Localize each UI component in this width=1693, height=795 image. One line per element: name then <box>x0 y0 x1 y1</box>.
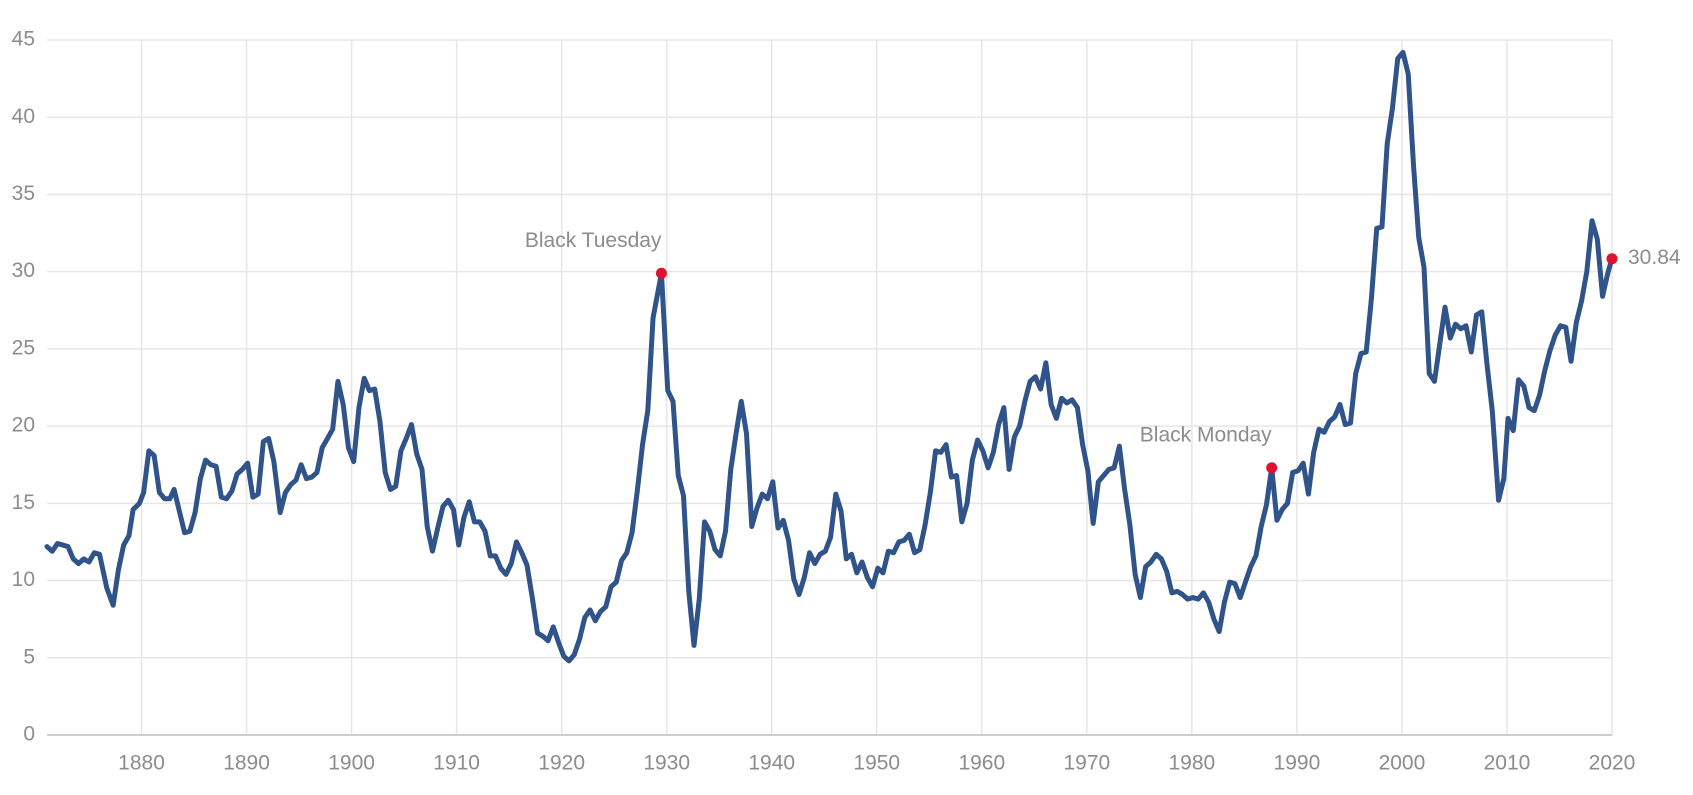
x-tick-label: 1980 <box>1169 752 1216 775</box>
x-tick-label: 1960 <box>958 752 1005 775</box>
y-tick-label: 20 <box>12 414 35 437</box>
y-tick-label: 25 <box>12 336 35 359</box>
x-tick-label: 2020 <box>1589 752 1636 775</box>
x-tick-label: 1930 <box>643 752 690 775</box>
annotation-label: Black Tuesday <box>525 229 662 252</box>
y-tick-label: 10 <box>12 568 35 591</box>
x-tick-label: 1880 <box>118 752 165 775</box>
y-tick-label: 35 <box>12 182 35 205</box>
x-tick-label: 1950 <box>853 752 900 775</box>
y-tick-label: 15 <box>12 491 35 514</box>
y-tick-label: 40 <box>12 105 35 128</box>
x-tick-label: 1900 <box>328 752 375 775</box>
x-tick-label: 2010 <box>1484 752 1531 775</box>
x-tick-label: 1890 <box>223 752 270 775</box>
y-tick-label: 30 <box>12 259 35 282</box>
annotation-point <box>1606 253 1618 265</box>
x-tick-label: 1990 <box>1274 752 1321 775</box>
x-tick-label: 2000 <box>1379 752 1426 775</box>
x-tick-label: 1910 <box>433 752 480 775</box>
annotation-point <box>655 267 667 279</box>
data-line <box>44 49 1615 664</box>
y-tick-label: 0 <box>23 723 35 746</box>
y-tick-label: 5 <box>23 645 35 668</box>
y-tick-label: 45 <box>12 28 35 51</box>
annotation-label: Black Monday <box>1140 423 1272 446</box>
annotation-point <box>1266 462 1278 474</box>
x-tick-label: 1920 <box>538 752 585 775</box>
x-tick-label: 1940 <box>748 752 795 775</box>
annotation-label: 30.84 <box>1628 246 1681 269</box>
x-tick-label: 1970 <box>1063 752 1110 775</box>
